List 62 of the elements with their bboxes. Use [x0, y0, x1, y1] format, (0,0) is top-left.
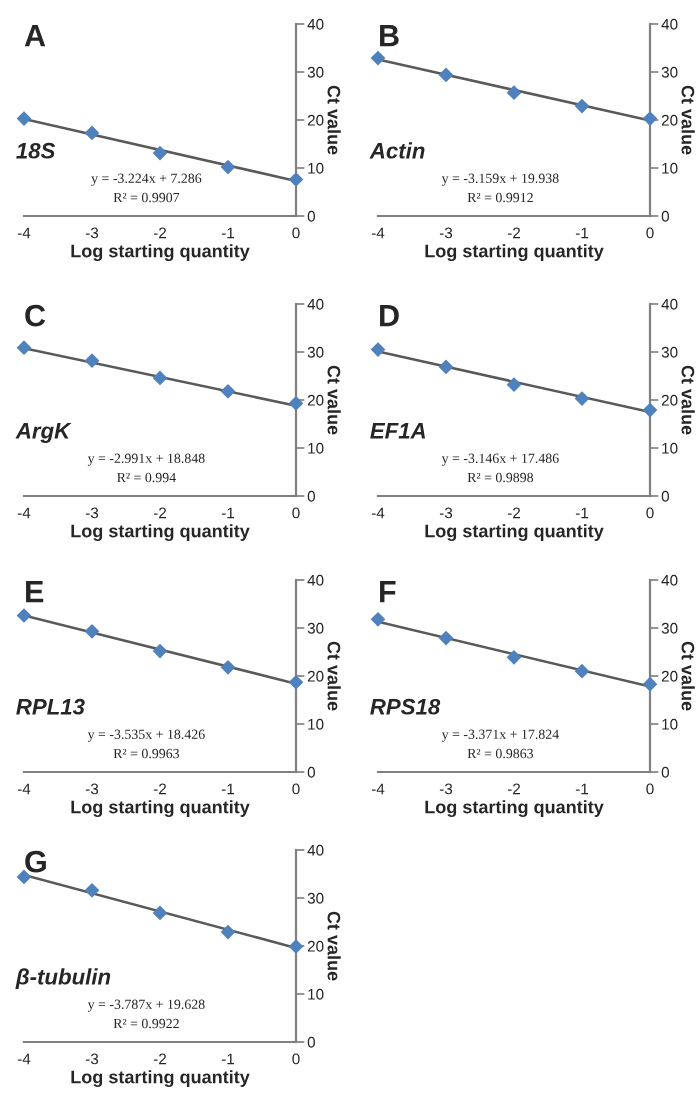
point — [84, 882, 100, 898]
x-axis-title: Log starting quantity — [71, 1070, 250, 1088]
point — [438, 359, 454, 375]
x-axis-title: Log starting quantity — [71, 524, 250, 542]
y-axis-title: Ct value — [327, 641, 341, 711]
point — [642, 111, 658, 126]
point — [288, 396, 304, 411]
point — [84, 353, 100, 368]
x-axis-title: Log starting quantity — [425, 524, 604, 542]
point — [574, 391, 590, 406]
x-axis-title: Log starting quantity — [71, 244, 250, 262]
text: RPL13 — [16, 698, 85, 715]
point — [152, 145, 168, 161]
point — [16, 608, 32, 623]
point — [220, 159, 236, 175]
point — [152, 370, 168, 386]
point — [16, 340, 32, 356]
point — [370, 342, 386, 357]
point — [506, 85, 522, 100]
text: Actin — [369, 142, 425, 159]
point — [642, 676, 658, 692]
point — [438, 67, 454, 83]
text: EF1A — [370, 423, 426, 439]
point — [438, 630, 454, 646]
point — [220, 384, 236, 399]
x-axis-title: Log starting quantity — [425, 800, 604, 818]
text: β-tubulin — [15, 968, 111, 989]
chart-title: B — [380, 25, 399, 47]
point — [370, 612, 386, 627]
point — [506, 377, 522, 392]
point — [642, 402, 658, 418]
point — [84, 624, 100, 639]
text: ArgK — [15, 423, 72, 443]
point — [152, 643, 168, 659]
chart-title: G — [25, 850, 46, 873]
point — [16, 111, 32, 126]
point — [84, 125, 100, 141]
text: RPS18 — [370, 698, 441, 715]
x-axis-title: Log starting quantity — [71, 800, 250, 818]
point — [574, 663, 590, 679]
x-axis-title: Log starting quantity — [425, 244, 604, 262]
point — [288, 172, 304, 187]
y-axis-title: Ct value — [681, 641, 695, 711]
point — [574, 98, 590, 114]
point — [288, 939, 304, 954]
y-axis-title: Ct value — [327, 911, 341, 981]
y-axis-title: Ct value — [681, 85, 695, 155]
y-axis-title: Ct value — [327, 85, 341, 155]
text: 18S — [16, 142, 56, 159]
chart-title: C — [25, 304, 46, 327]
point — [220, 660, 236, 675]
point — [220, 924, 236, 940]
point — [288, 674, 304, 690]
y-axis-title: Ct value — [327, 365, 341, 435]
chart-title: F — [380, 581, 396, 603]
point — [370, 50, 386, 66]
chart-title: E — [26, 581, 44, 603]
chart-title: A — [24, 25, 46, 47]
y-axis-title: Ct value — [681, 365, 695, 435]
point — [152, 905, 168, 921]
chart-title: D — [380, 305, 399, 327]
point — [506, 649, 522, 665]
